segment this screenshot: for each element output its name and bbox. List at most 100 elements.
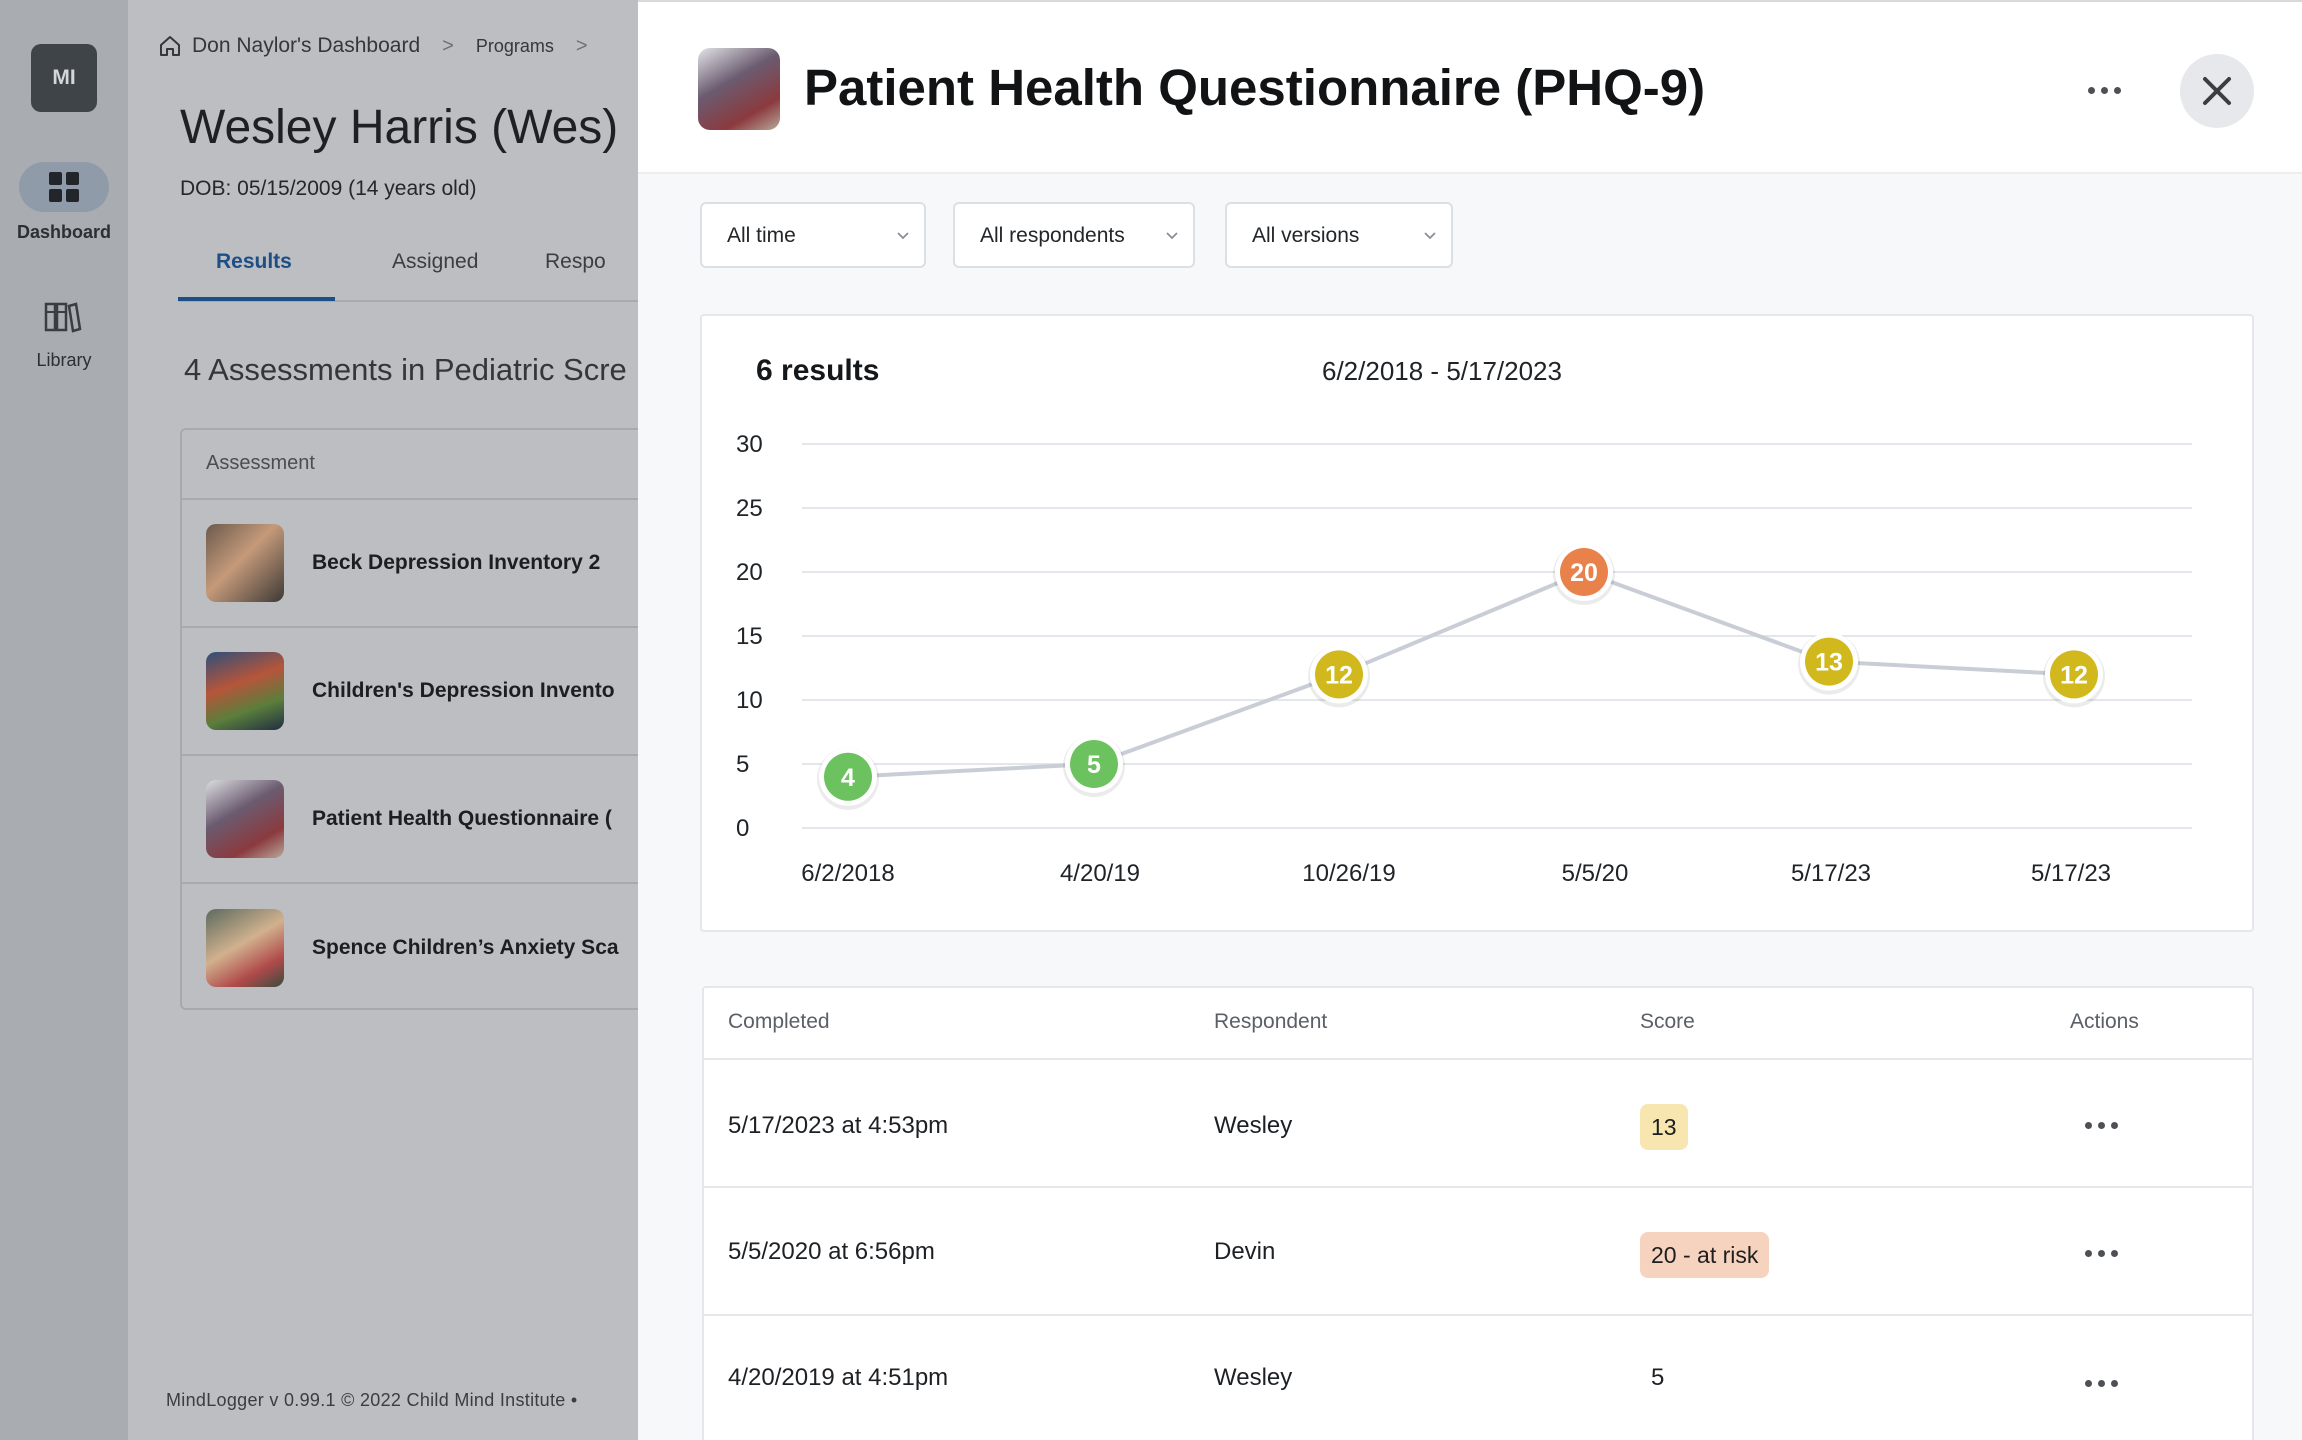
workspace-avatar[interactable]: MI — [31, 44, 97, 112]
data-point — [1070, 740, 1118, 788]
column-header-respondent: Respondent — [1214, 1010, 1328, 1033]
more-dots-icon — [2087, 86, 2095, 94]
respondent-cell: Devin — [1214, 1238, 1276, 1265]
more-dots-icon — [2110, 1121, 2118, 1129]
left-rail: MI Dashboard Library — [0, 0, 128, 1440]
footer-copyright: MindLogger v 0.99.1 © 2022 Child Mind In… — [166, 1390, 578, 1410]
results-chart-card: 6 results 6/2/2018 - 5/17/2023 0 5 10 15 20 2… — [700, 314, 2254, 932]
table-row[interactable]: 5/5/2020 at 6:56pm Devin 20 - at risk — [704, 1188, 2252, 1316]
row-actions-button[interactable] — [2076, 1368, 2126, 1398]
breadcrumb-dashboard-link[interactable]: Don Naylor's Dashboard — [192, 34, 421, 57]
respondent-cell: Wesley — [1214, 1112, 1293, 1139]
library-books-icon[interactable] — [44, 300, 82, 334]
score-badge: 13 — [1640, 1104, 1688, 1150]
assessment-thumbnail — [206, 652, 284, 730]
breadcrumb: Don Naylor's Dashboard > Programs > — [158, 34, 600, 58]
respondent-filter-value: All respondents — [980, 224, 1125, 247]
data-point-label: 12 — [2060, 661, 2088, 689]
version-filter-value: All versions — [1252, 224, 1360, 247]
assessment-row[interactable]: Patient Health Questionnaire ( — [182, 756, 638, 884]
tab-responses[interactable]: Respo — [545, 250, 606, 273]
y-tick-label: 20 — [736, 559, 763, 586]
dashboard-nav-button[interactable] — [19, 162, 109, 212]
tab-assigned[interactable]: Assigned — [392, 250, 479, 273]
more-dots-icon — [2110, 1379, 2118, 1387]
close-icon — [2203, 77, 2231, 105]
chevron-down-icon — [897, 232, 909, 240]
library-nav-label[interactable]: Library — [36, 350, 92, 370]
x-tick-label: 6/2/2018 — [801, 860, 894, 887]
column-header-completed: Completed — [728, 1010, 830, 1033]
assessment-thumbnail — [698, 48, 780, 130]
y-tick-label: 5 — [736, 751, 749, 778]
version-filter-select[interactable]: All versions — [1225, 202, 1453, 268]
results-table-header: Completed Respondent Score Actions — [704, 988, 2252, 1060]
assessment-name: Children's Depression Invento — [312, 679, 615, 702]
dashboard-grid-icon — [49, 172, 79, 202]
patient-tabs: Results Assigned Respo — [178, 240, 638, 302]
data-point — [1560, 548, 1608, 596]
active-tab-indicator — [178, 297, 335, 301]
data-point-label: 4 — [841, 764, 855, 792]
data-point — [1805, 637, 1853, 686]
chevron-down-icon — [1424, 232, 1436, 240]
assessment-thumbnail — [206, 909, 284, 987]
assessment-row[interactable]: Spence Children’s Anxiety Sca — [182, 884, 638, 1008]
results-table: Completed Respondent Score Actions 5/17/… — [702, 986, 2254, 1440]
y-tick-label: 0 — [736, 815, 749, 842]
table-row[interactable]: 4/20/2019 at 4:51pm Wesley 5 — [704, 1316, 2252, 1440]
data-point-label: 20 — [1570, 559, 1598, 587]
results-count: 6 results — [756, 354, 880, 387]
assessment-row[interactable]: Beck Depression Inventory 2 — [182, 500, 638, 628]
x-tick-label: 5/17/23 — [2031, 860, 2111, 887]
more-dots-icon — [2097, 1249, 2105, 1257]
data-point — [2050, 650, 2098, 699]
assessment-name: Beck Depression Inventory 2 — [312, 551, 601, 574]
data-point-label: 12 — [1325, 661, 1353, 689]
row-actions-button[interactable] — [2076, 1110, 2126, 1140]
more-dots-icon — [2110, 1249, 2118, 1257]
more-dots-icon — [2100, 86, 2108, 94]
column-header-score: Score — [1640, 1010, 1695, 1033]
more-options-button[interactable] — [2074, 70, 2134, 110]
time-filter-value: All time — [727, 224, 796, 247]
data-point-label: 13 — [1815, 649, 1843, 677]
table-row[interactable]: 5/17/2023 at 4:53pm Wesley 13 — [704, 1060, 2252, 1188]
x-tick-label: 5/5/20 — [1562, 860, 1629, 887]
assessment-thumbnail — [206, 780, 284, 858]
home-icon — [160, 36, 180, 56]
score-badge-at-risk: 20 - at risk — [1640, 1232, 1770, 1278]
more-dots-icon — [2084, 1121, 2092, 1129]
more-dots-icon — [2113, 86, 2121, 94]
y-tick-label: 10 — [736, 687, 763, 714]
assessment-name: Patient Health Questionnaire ( — [312, 807, 612, 830]
y-tick-label: 30 — [736, 431, 763, 458]
x-tick-label: 4/20/19 — [1060, 860, 1140, 887]
x-tick-label: 10/26/19 — [1302, 860, 1395, 887]
assessment-name: Spence Children’s Anxiety Sca — [312, 936, 619, 959]
y-tick-label: 25 — [736, 495, 763, 522]
results-date-range: 6/2/2018 - 5/17/2023 — [1322, 356, 1562, 386]
results-panel: Patient Health Questionnaire (PHQ-9) All… — [638, 0, 2302, 1440]
panel-header: Patient Health Questionnaire (PHQ-9) — [638, 2, 2302, 174]
tab-results[interactable]: Results — [216, 250, 292, 273]
more-dots-icon — [2097, 1121, 2105, 1129]
assessment-table-header: Assessment — [182, 430, 638, 500]
x-tick-label: 5/17/23 — [1791, 860, 1871, 887]
chevron-right-icon: > — [442, 34, 454, 57]
section-title: 4 Assessments in Pediatric Scre — [184, 352, 627, 387]
score-series-line — [847, 570, 2075, 779]
more-dots-icon — [2084, 1379, 2092, 1387]
score-cell: 5 — [1651, 1364, 1665, 1391]
time-filter-select[interactable]: All time — [700, 202, 926, 268]
data-point-label: 5 — [1087, 751, 1101, 779]
respondent-filter-select[interactable]: All respondents — [953, 202, 1195, 268]
background-patient-page: Don Naylor's Dashboard > Programs > Wesl… — [128, 0, 638, 1440]
row-actions-button[interactable] — [2076, 1238, 2126, 1268]
completed-cell: 5/5/2020 at 6:56pm — [728, 1238, 935, 1265]
assessment-row[interactable]: Children's Depression Invento — [182, 628, 638, 756]
breadcrumb-programs-link[interactable]: Programs — [475, 35, 554, 56]
dashboard-nav-label[interactable]: Dashboard — [16, 222, 112, 242]
chevron-right-icon: > — [575, 34, 588, 57]
close-panel-button[interactable] — [2180, 54, 2254, 128]
